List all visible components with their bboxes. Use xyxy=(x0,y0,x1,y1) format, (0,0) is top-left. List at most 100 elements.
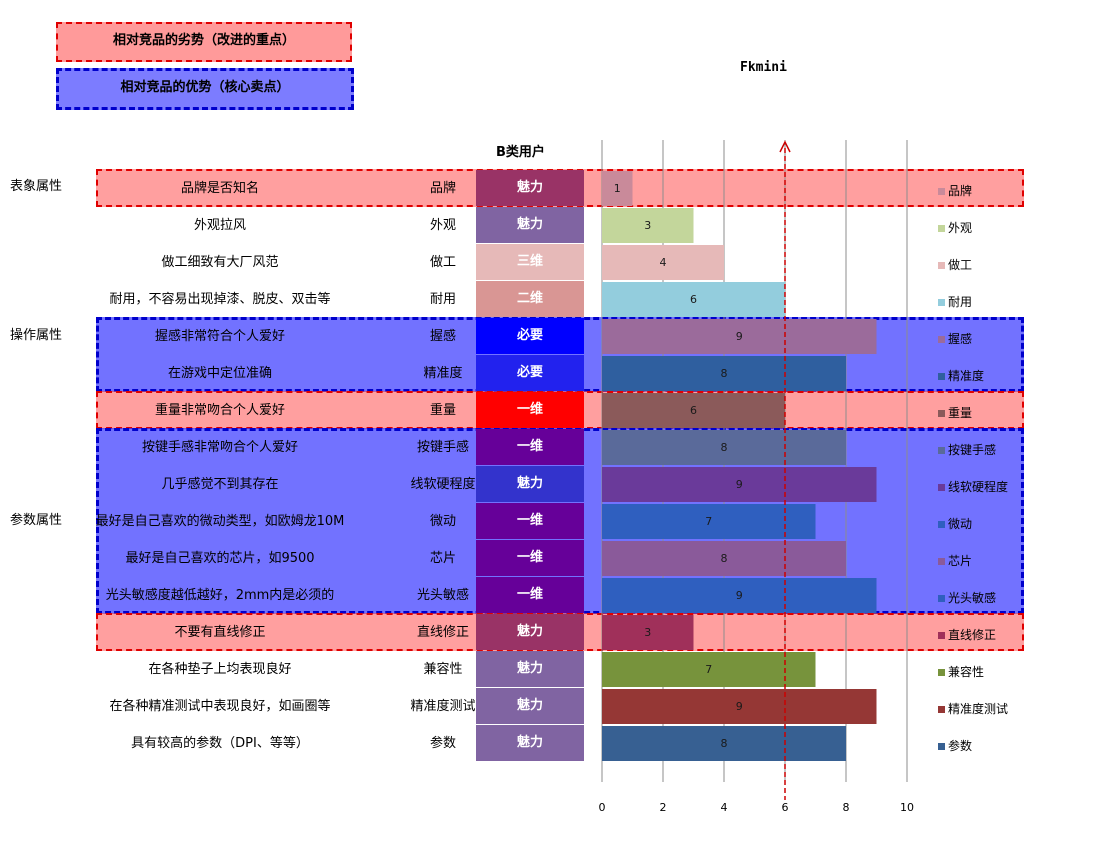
row-description: 具有较高的参数（DPI、等等） xyxy=(131,736,309,751)
legend-entry-label: 直线修正 xyxy=(948,628,997,642)
bar-品牌 xyxy=(602,171,633,206)
legend-entry: 按键手感 xyxy=(938,441,996,458)
kano-type-cell: 魅力 xyxy=(476,170,584,206)
bar-线软硬程度 xyxy=(602,467,877,502)
legend-entry: 微动 xyxy=(938,515,972,532)
row-category: 芯片 xyxy=(429,551,456,566)
bar-芯片 xyxy=(602,541,846,576)
legend-entry-label: 品牌 xyxy=(948,184,973,198)
legend-swatch xyxy=(938,262,945,269)
kano-type-cell: 一维 xyxy=(476,540,584,576)
bar-精准度测试 xyxy=(602,689,877,724)
bar-value-label: 8 xyxy=(721,737,728,750)
bar-精准度 xyxy=(602,356,846,391)
kano-type-cell: 魅力 xyxy=(476,466,584,502)
row-category: 兼容性 xyxy=(423,662,463,677)
row-description: 在各种精准测试中表现良好，如画圈等 xyxy=(109,699,331,714)
row-description: 不要有直线修正 xyxy=(174,625,266,640)
bar-value-label: 8 xyxy=(721,552,728,565)
row-category: 品牌 xyxy=(429,181,456,196)
legend-entry-label: 芯片 xyxy=(948,554,973,568)
row-description: 按键手感非常吻合个人爱好 xyxy=(141,440,298,455)
row-category: 按键手感 xyxy=(416,440,469,455)
bar-外观 xyxy=(602,208,694,243)
legend-swatch xyxy=(938,706,945,713)
row-description: 重量非常吻合个人爱好 xyxy=(154,403,285,418)
kano-type-cell: 必要 xyxy=(476,355,584,391)
row-description: 外观拉风 xyxy=(193,218,246,233)
kano-type-cell: 二维 xyxy=(476,281,584,317)
row-category: 做工 xyxy=(429,255,456,270)
row-category: 光头敏感 xyxy=(416,588,469,603)
legend-entry: 品牌 xyxy=(938,182,972,199)
legend-entry: 参数 xyxy=(938,737,972,754)
row-category: 线软硬程度 xyxy=(410,477,476,492)
bar-value-label: 6 xyxy=(690,404,697,417)
bar-value-label: 3 xyxy=(644,626,651,639)
bar-value-label: 3 xyxy=(644,219,651,232)
legend-swatch xyxy=(938,632,945,639)
kano-type-cell: 一维 xyxy=(476,429,584,465)
bar-做工 xyxy=(602,245,724,280)
kano-type-cell: 魅力 xyxy=(476,207,584,243)
bar-value-label: 7 xyxy=(705,663,712,676)
row-description: 握感非常符合个人爱好 xyxy=(154,329,285,344)
legend-entry-label: 精准度测试 xyxy=(948,702,1009,716)
bar-value-label: 9 xyxy=(736,589,743,602)
row-description: 做工细致有大厂风范 xyxy=(161,255,279,270)
row-description: 在各种垫子上均表现良好 xyxy=(148,662,292,677)
legend-entry-label: 参数 xyxy=(948,739,973,753)
row-description: 品牌是否知名 xyxy=(180,181,259,196)
legend-entry-label: 重量 xyxy=(948,406,973,420)
bar-参数 xyxy=(602,726,846,761)
legend-entry: 光头敏感 xyxy=(938,589,996,606)
bar-value-label: 4 xyxy=(660,256,667,269)
bar-握感 xyxy=(602,319,877,354)
bar-value-label: 1 xyxy=(614,182,621,195)
row-description: 最好是自己喜欢的芯片，如9500 xyxy=(125,551,315,566)
row-category: 精准度 xyxy=(423,366,463,381)
bar-按键手感 xyxy=(602,430,846,465)
x-tick-label: 2 xyxy=(660,801,667,814)
row-description: 最好是自己喜欢的微动类型，如欧姆龙10M xyxy=(95,514,345,529)
legend-entry: 耐用 xyxy=(938,293,972,310)
row-category: 耐用 xyxy=(429,292,456,307)
legend-swatch xyxy=(938,484,945,491)
legend-swatch xyxy=(938,373,945,380)
chart-title: Fkmini xyxy=(740,60,787,75)
bar-耐用 xyxy=(602,282,785,317)
legend-entry-label: 外观 xyxy=(948,221,973,235)
legend-swatch xyxy=(938,595,945,602)
kano-type-cell: 一维 xyxy=(476,503,584,539)
legend-swatch xyxy=(938,336,945,343)
reference-arrow-icon xyxy=(779,140,791,153)
legend-weakness-label: 相对竞品的劣势（改进的重点） xyxy=(112,33,295,48)
legend-entry-label: 握感 xyxy=(948,332,973,346)
legend-swatch xyxy=(938,743,945,750)
legend-entry-label: 精准度 xyxy=(948,369,985,383)
legend-swatch xyxy=(938,447,945,454)
row-category: 参数 xyxy=(429,736,456,751)
legend-entry: 兼容性 xyxy=(938,663,984,680)
legend-entry: 线软硬程度 xyxy=(938,478,1008,495)
bar-微动 xyxy=(602,504,816,539)
kano-type-cell: 三维 xyxy=(476,244,584,280)
legend-entry: 直线修正 xyxy=(938,626,996,643)
bar-value-label: 9 xyxy=(736,700,743,713)
user-group-header: B类用户 xyxy=(496,145,545,160)
kano-type-cell: 魅力 xyxy=(476,614,584,650)
legend-swatch xyxy=(938,558,945,565)
row-description: 光头敏感度越低越好，2mm内是必须的 xyxy=(105,588,335,603)
row-description: 耐用，不容易出现掉漆、脱皮、双击等 xyxy=(109,292,331,307)
kano-type-cell: 魅力 xyxy=(476,725,584,761)
legend-swatch xyxy=(938,669,945,676)
legend-entry: 做工 xyxy=(938,256,972,273)
legend-swatch xyxy=(938,225,945,232)
row-category: 微动 xyxy=(429,514,456,529)
x-tick-label: 10 xyxy=(900,801,914,814)
legend-weakness-box: 相对竞品的劣势（改进的重点） xyxy=(56,22,352,62)
bar-value-label: 6 xyxy=(690,293,697,306)
bar-直线修正 xyxy=(602,615,694,650)
row-category: 握感 xyxy=(429,329,456,344)
legend-swatch xyxy=(938,410,945,417)
